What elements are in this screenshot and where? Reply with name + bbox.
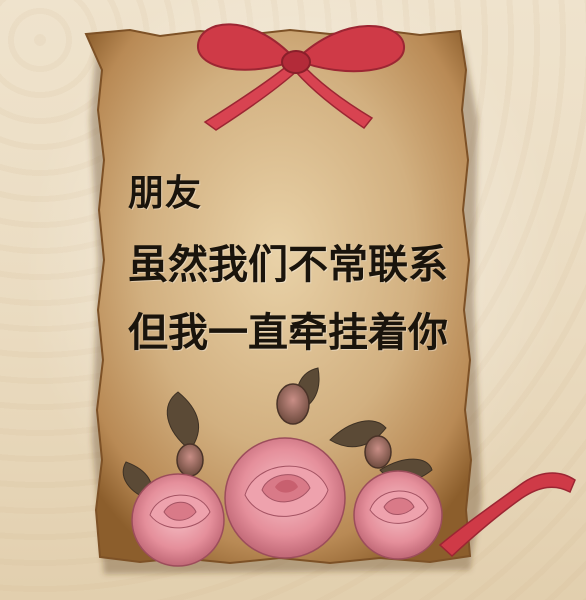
message-line-3: 但我一直牵挂着你 bbox=[128, 310, 448, 356]
rose-left bbox=[131, 473, 225, 567]
greeting-line: 朋友 bbox=[128, 173, 203, 214]
rose-right bbox=[353, 470, 443, 560]
message-line-2: 虽然我们不常联系 bbox=[128, 242, 448, 288]
rose-center bbox=[224, 437, 346, 559]
ribbon-bow bbox=[196, 23, 406, 131]
ribbon-tail bbox=[438, 472, 576, 558]
